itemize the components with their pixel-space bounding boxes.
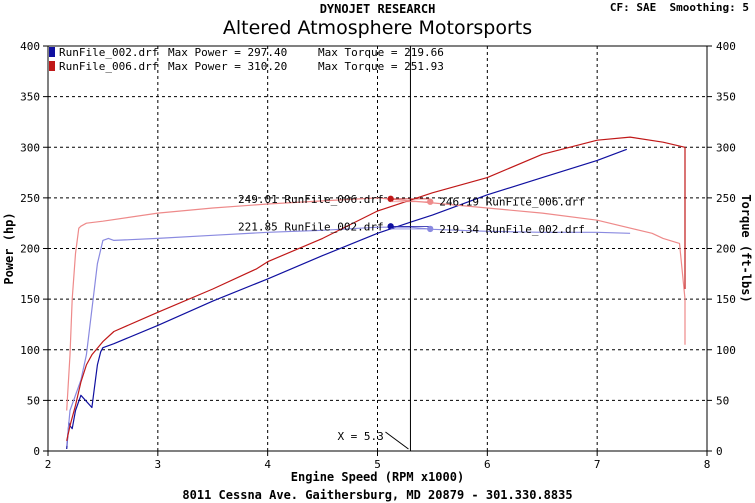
grid [48,46,707,451]
y-tick-label: 0 [33,445,40,458]
y2-tick-label: 300 [716,141,736,154]
legend-max-torque: Max Torque = 219.66 [318,46,444,59]
series-line-runfile-002-drf-power [66,148,628,450]
settings-label: CF: SAE Smoothing: 5 [609,1,749,14]
plot-frame [47,45,708,452]
marker-layer: X = 5.3 249.01 RunFile_006.drf 221.85 RunF… [238,46,585,451]
series-line-runfile-002-drf-torque [66,226,631,446]
y-tick-label: 200 [20,243,40,256]
y2-tick-label: 250 [716,192,736,205]
legend-max-power: Max Power = 310.20 [168,60,287,73]
y-axis-label: Power (hp) [2,212,16,284]
y2-axis-label: Torque (ft-lbs) [739,194,753,302]
y2-tick-label: 0 [716,445,723,458]
y-tick-label: 50 [27,394,40,407]
cursor-pointer [385,431,409,450]
legend-max-torque: Max Torque = 251.93 [318,60,444,73]
brand-label: DYNOJET RESEARCH [319,2,436,16]
series-line-runfile-006-drf-power [66,136,686,442]
series-layer [66,136,686,450]
legend-swatch [49,47,55,57]
cursor-label: X = 5.3 [337,430,383,443]
x-tick-label: 3 [155,458,162,471]
y2-tick-label: 400 [716,40,736,53]
legend-file-label: RunFile_006.drf [59,60,158,73]
x-tick-label: 2 [45,458,52,471]
x-tick-label: 6 [484,458,491,471]
y2-tick-label: 350 [716,91,736,104]
legend-swatch [49,61,55,71]
y-tick-label: 350 [20,91,40,104]
x-tick-label: 5 [374,458,381,471]
series-line-runfile-006-drf-torque [66,197,686,411]
y2-tick-label: 150 [716,293,736,306]
x-tick-label: 7 [594,458,601,471]
x-tick-label: 8 [704,458,711,471]
chart-title: Altered Atmosphere Motorsports [222,17,533,39]
x-tick-label: 4 [264,458,271,471]
y-tick-label: 150 [20,293,40,306]
y-tick-label: 100 [20,344,40,357]
marker-label: 249.01 RunFile_006.drf [238,193,384,206]
marker-label: 219.34 RunFile_002.drf [439,223,585,236]
x-axis-label: Engine Speed (RPM x1000) [291,470,464,484]
footer-address: 8011 Cessna Ave. Gaithersburg, MD 20879 … [182,488,573,502]
y-tick-label: 250 [20,192,40,205]
y2-tick-label: 200 [716,243,736,256]
y2-tick-label: 100 [716,344,736,357]
y2-tick-label: 50 [716,394,729,407]
legend: RunFile_002.drf Max Power = 297.40 Max Tor… [49,46,444,73]
legend-file-label: RunFile_002.drf [59,46,158,59]
marker-label: 246.19 RunFile_006.drf [439,196,585,209]
y-tick-label: 300 [20,141,40,154]
marker-label: 221.85 RunFile_002.drf [238,220,384,233]
legend-max-power: Max Power = 297.40 [168,46,287,59]
y-tick-label: 400 [20,40,40,53]
